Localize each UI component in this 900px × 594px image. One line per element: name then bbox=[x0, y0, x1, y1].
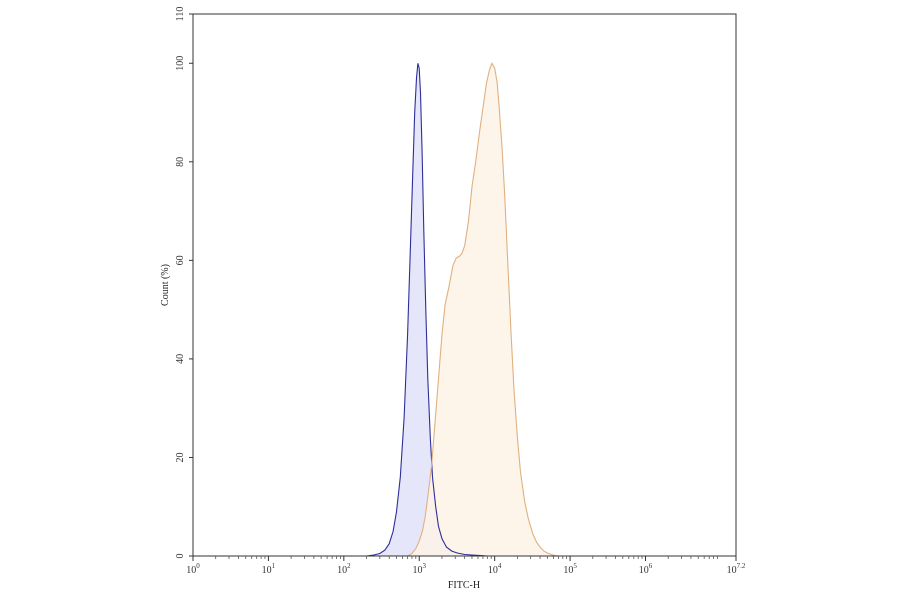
x-axis-ticks: 100 101 102 103 104 105 106 107.2 bbox=[186, 556, 746, 576]
x-tick-label: 101 bbox=[262, 562, 276, 576]
series-2-fill bbox=[407, 63, 559, 557]
y-tick-label: 110 bbox=[175, 7, 186, 22]
series-1-fill bbox=[366, 63, 488, 557]
y-axis-ticks: 0 20 40 60 80 100 110 bbox=[175, 7, 193, 559]
y-tick-label: 20 bbox=[175, 452, 186, 462]
series-2-line bbox=[407, 61, 559, 557]
x-tick-label: 107.2 bbox=[727, 562, 746, 576]
y-tick-label: 40 bbox=[175, 354, 186, 364]
y-tick-label: 0 bbox=[175, 554, 186, 559]
y-axis-title: Count (%) bbox=[160, 264, 171, 306]
y-tick-label: 100 bbox=[175, 56, 186, 71]
x-tick-label: 105 bbox=[563, 562, 577, 576]
series-1-line bbox=[366, 63, 488, 557]
x-tick-label: 102 bbox=[337, 562, 351, 576]
x-tick-label: 104 bbox=[488, 562, 502, 576]
x-tick-label: 100 bbox=[186, 562, 200, 576]
y-tick-label: 80 bbox=[175, 157, 186, 167]
x-tick-label: 103 bbox=[413, 562, 427, 576]
x-tick-label: 106 bbox=[639, 562, 653, 576]
x-axis-title: FITC-H bbox=[448, 580, 480, 591]
y-tick-label: 60 bbox=[175, 255, 186, 265]
